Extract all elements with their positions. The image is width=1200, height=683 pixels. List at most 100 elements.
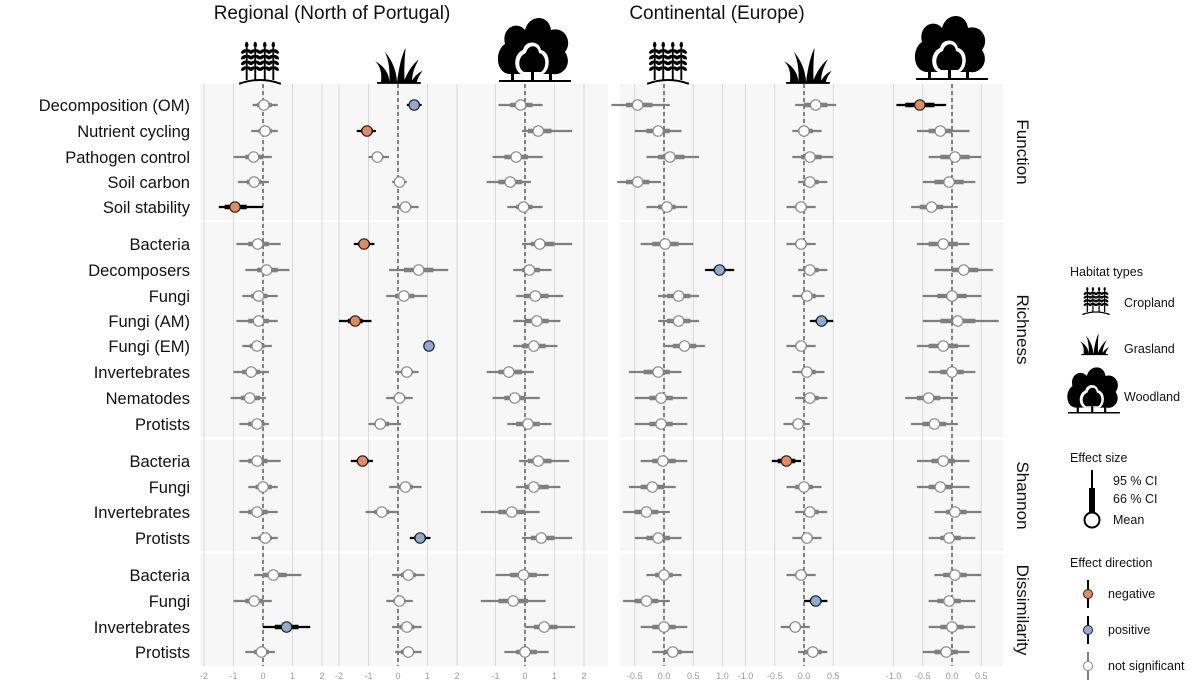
mean-point — [804, 264, 816, 276]
mean-point — [657, 455, 669, 467]
mean-point — [672, 290, 685, 302]
mean-point — [248, 595, 260, 607]
crop-grain — [657, 54, 663, 60]
section-band-0 — [200, 84, 1003, 220]
mean-point — [393, 176, 406, 188]
mean-point — [371, 151, 384, 163]
mean-point — [532, 125, 545, 137]
x-tick-label: -0.5 — [627, 671, 643, 681]
x-tick-label: -1 — [364, 671, 372, 681]
mean-point — [949, 506, 961, 518]
mean-point — [530, 315, 543, 327]
legend-woodland-label: Woodland — [1124, 390, 1180, 404]
mean-point — [795, 238, 807, 250]
crop-grain-top — [1091, 287, 1095, 292]
mean-point — [414, 532, 426, 544]
mean-point — [412, 264, 425, 276]
section-band-1 — [200, 222, 1003, 437]
crop-grain — [1100, 295, 1105, 299]
mean-point — [399, 201, 412, 213]
row-label: Fungi — [149, 288, 190, 306]
crop-grain — [1104, 295, 1109, 299]
mean-point — [535, 532, 548, 544]
crop-grain — [1095, 291, 1099, 295]
row-label: Fungi (EM) — [108, 338, 190, 356]
section-label-dissimilarity: Dissimilarity — [1013, 565, 1032, 656]
crop-grain — [273, 66, 280, 71]
crop-grain — [648, 54, 655, 60]
mean-point — [678, 340, 691, 352]
legend-direction-point — [1083, 661, 1093, 671]
crop-grain-top — [1097, 287, 1101, 292]
crop-grain-top — [652, 41, 657, 48]
crop-grain-top — [263, 41, 267, 48]
mean-point — [260, 264, 273, 276]
mean-point — [640, 595, 653, 607]
crop-grain-top — [679, 41, 684, 48]
mean-point — [937, 340, 950, 352]
x-tick-label: 2 — [454, 671, 459, 681]
crop-grain — [240, 60, 247, 66]
mean-point — [361, 125, 373, 137]
row-label: Invertebrates — [94, 619, 190, 637]
mean-point — [949, 151, 961, 163]
crop-grain — [273, 49, 280, 54]
row-label: Bacteria — [129, 567, 190, 585]
mean-point — [267, 569, 280, 581]
wood-trunk — [531, 72, 534, 80]
legend-direction-point — [1083, 589, 1093, 599]
row-label: Protists — [135, 416, 190, 434]
mean-point — [672, 315, 685, 327]
mean-point — [401, 366, 413, 378]
x-tick-label: 0 — [260, 671, 265, 681]
row-label: Protists — [135, 530, 190, 548]
wood-trunk — [1104, 406, 1107, 412]
mean-point — [510, 151, 522, 163]
mean-point — [713, 264, 726, 276]
row-label: Nutrient cycling — [77, 123, 190, 141]
mean-point — [795, 569, 807, 581]
mean-point — [402, 569, 415, 581]
x-tick-label: 2 — [581, 671, 586, 681]
crop-grain — [675, 60, 681, 66]
wood-trunk — [1076, 406, 1079, 412]
legend-direction-point — [1083, 625, 1093, 635]
section-label-richness: Richness — [1013, 295, 1032, 365]
mean-point — [943, 176, 955, 188]
mean-point — [801, 290, 813, 302]
crop-ground — [646, 79, 690, 85]
woodland-icon — [914, 16, 988, 80]
mean-point — [801, 532, 813, 544]
grasland-icon — [784, 47, 832, 84]
section-label-function: Function — [1013, 119, 1032, 184]
mean-point — [780, 455, 793, 467]
mean-point — [375, 506, 388, 518]
crop-grain — [1095, 295, 1099, 299]
row-label: Soil stability — [103, 199, 191, 217]
mean-point — [356, 455, 369, 467]
mean-point — [517, 201, 530, 213]
mean-point — [523, 264, 536, 276]
wood-trunk — [549, 72, 552, 80]
mean-point — [349, 315, 362, 327]
mean-point — [255, 646, 268, 658]
mean-point — [655, 392, 667, 404]
crop-grain — [249, 66, 255, 71]
mean-point — [393, 392, 406, 404]
mean-point — [251, 418, 263, 430]
crop-grain — [675, 54, 681, 60]
mean-point — [631, 176, 644, 188]
legend-direction-label: negative — [1108, 587, 1155, 601]
crop-grain — [681, 60, 688, 66]
mean-point — [517, 569, 530, 581]
mean-point — [423, 340, 435, 352]
mean-point — [528, 340, 540, 352]
crop-grain — [1100, 299, 1105, 303]
row-label: Bacteria — [129, 453, 190, 471]
crop-grain — [267, 60, 273, 66]
mean-point — [252, 315, 265, 327]
mean-point — [252, 290, 265, 302]
legend-direction-label: positive — [1108, 623, 1150, 637]
legend-direction-title: Effect direction — [1070, 556, 1153, 570]
row-label: Nematodes — [106, 390, 190, 408]
